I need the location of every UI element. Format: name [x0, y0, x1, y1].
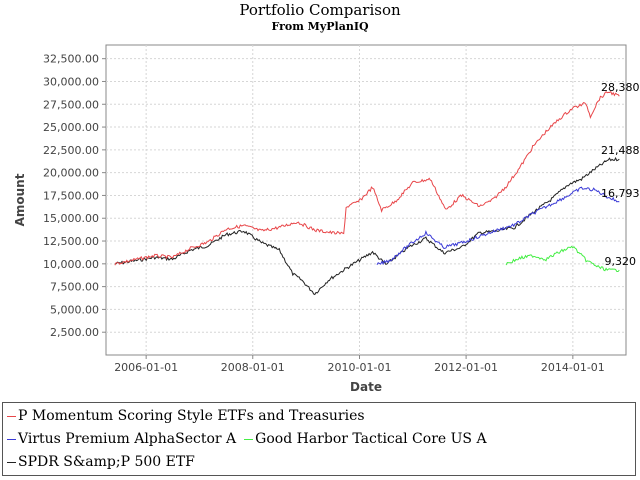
legend-item: P Momentum Scoring Style ETFs and Treasu… [7, 405, 365, 427]
legend-item: Virtus Premium AlphaSector A [7, 428, 236, 450]
legend-row: Virtus Premium AlphaSector A Good Harbor … [7, 428, 495, 450]
y-tick-label: 25,000.00 [43, 121, 99, 134]
series-line [505, 245, 620, 272]
y-tick-label: 17,500.00 [43, 189, 99, 202]
x-tick-label: 2014-01-01 [541, 361, 605, 374]
legend-label: Virtus Premium AlphaSector A [18, 431, 237, 447]
legend-swatch [7, 461, 16, 463]
y-tick-label: 32,500.00 [43, 53, 99, 66]
y-axis-title: Amount [13, 173, 27, 226]
series-end-label: 16,793 [601, 187, 640, 200]
y-tick-label: 20,000.00 [43, 167, 99, 180]
chart-title: Portfolio Comparison [239, 1, 401, 19]
legend-label: SPDR S&amp;P 500 ETF [18, 454, 195, 470]
series-end-label: 21,488 [601, 144, 640, 157]
legend-swatch [7, 438, 16, 440]
x-axis-title: Date [350, 380, 382, 394]
y-tick-label: 15,000.00 [43, 212, 99, 225]
line-chart: 2,500.00 5,000.00 7,500.00 10,000.00 12,500.… [13, 44, 640, 394]
series-end-label: 28,380 [601, 81, 640, 94]
x-tick-label: 2008-01-01 [221, 361, 285, 374]
series-line [114, 156, 620, 296]
plot-area [105, 44, 627, 356]
grid-lines [106, 45, 626, 355]
legend-row: P Momentum Scoring Style ETFs and Treasu… [7, 405, 373, 427]
y-tick-label: 30,000.00 [43, 75, 99, 88]
x-axis: 2006-01-01 2008-01-01 2010-01-01 2012-01-01… [114, 355, 605, 374]
end-labels: 21,488 28,380 16,793 9,320 [601, 81, 640, 268]
legend: P Momentum Scoring Style ETFs and Treasu… [2, 402, 636, 476]
legend-item: Good Harbor Tactical Core US A [244, 428, 487, 450]
y-tick-label: 5,000.00 [50, 303, 99, 316]
legend-row: SPDR S&amp;P 500 ETF [7, 451, 203, 473]
x-tick-label: 2012-01-01 [434, 361, 498, 374]
legend-item: SPDR S&amp;P 500 ETF [7, 451, 195, 473]
x-tick-label: 2006-01-01 [114, 361, 178, 374]
chart-subtitle: From MyPlanIQ [271, 20, 369, 33]
y-tick-label: 22,500.00 [43, 144, 99, 157]
y-tick-label: 12,500.00 [43, 235, 99, 248]
legend-label: Good Harbor Tactical Core US A [255, 431, 487, 447]
y-tick-label: 7,500.00 [50, 281, 99, 294]
y-tick-label: 2,500.00 [50, 326, 99, 339]
series-end-label: 9,320 [605, 255, 637, 268]
y-axis: 2,500.00 5,000.00 7,500.00 10,000.00 12,500.… [43, 53, 106, 339]
y-tick-label: 27,500.00 [43, 98, 99, 111]
x-tick-label: 2010-01-01 [328, 361, 392, 374]
y-tick-label: 10,000.00 [43, 258, 99, 271]
series-line [114, 90, 620, 266]
legend-swatch [7, 415, 16, 417]
series-line [376, 186, 620, 266]
legend-swatch [244, 438, 254, 440]
series-layer [114, 90, 620, 296]
legend-label: P Momentum Scoring Style ETFs and Treasu… [18, 408, 365, 424]
